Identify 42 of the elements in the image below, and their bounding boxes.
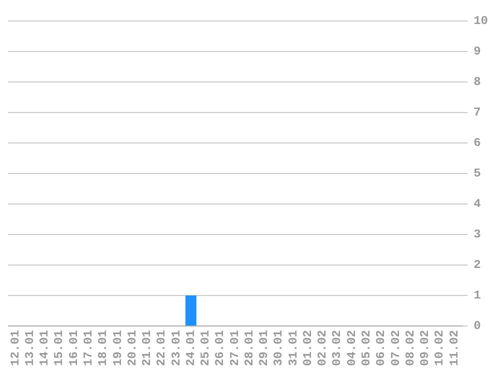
y-tick-label: 7 — [474, 106, 481, 120]
x-tick-label: 06.02 — [374, 330, 388, 366]
x-tick-label: 23.01 — [169, 330, 184, 366]
y-tick-label: 9 — [474, 44, 481, 59]
x-tick-label: 27.01 — [228, 330, 242, 366]
x-tick-label: 04.02 — [344, 330, 359, 366]
x-tick-label: 25.01 — [198, 330, 213, 366]
x-tick-label: 01.02 — [300, 330, 315, 366]
y-tick-label: 8 — [474, 75, 481, 90]
x-tick-label: 03.02 — [330, 330, 344, 366]
y-tick-label: 10 — [474, 14, 488, 28]
x-tick-label: 05.02 — [360, 330, 374, 366]
x-tick-label: 12.01 — [8, 330, 22, 366]
x-tick-label: 30.01 — [272, 330, 286, 366]
x-tick-label: 07.02 — [388, 330, 403, 366]
x-tick-label: 16.01 — [66, 330, 81, 366]
x-tick-label: 28.01 — [242, 330, 256, 366]
x-tick-label: 02.02 — [316, 330, 330, 366]
y-tick-label: 2 — [474, 258, 481, 272]
x-tick-label: 19.01 — [110, 330, 125, 366]
x-tick-label: 10.02 — [432, 330, 447, 366]
x-tick-label: 29.01 — [257, 330, 272, 366]
x-tick-label: 31.01 — [286, 330, 300, 366]
x-tick-label: 17.01 — [81, 330, 96, 366]
y-tick-label: 1 — [474, 288, 481, 303]
x-tick-label: 11.02 — [447, 330, 462, 366]
x-tick-label: 14.01 — [38, 330, 52, 366]
y-tick-label: 5 — [474, 166, 481, 181]
x-tick-label: 18.01 — [96, 330, 110, 366]
y-tick-label: 4 — [474, 197, 481, 212]
y-tick-label: 0 — [474, 319, 481, 334]
x-tick-label: 20.01 — [125, 330, 140, 366]
x-tick-label: 08.02 — [403, 330, 418, 366]
x-tick-label: 22.01 — [154, 330, 169, 366]
x-tick-label: 21.01 — [140, 330, 154, 366]
y-tick-label: 6 — [474, 136, 481, 150]
x-tick-label: 09.02 — [418, 330, 432, 366]
x-tick-label: 15.01 — [52, 330, 66, 366]
x-tick-label: 26.01 — [213, 330, 228, 366]
x-tick-label: 13.01 — [22, 330, 37, 366]
x-tick-label: 24.01 — [184, 330, 198, 366]
y-tick-label: 3 — [474, 228, 481, 242]
